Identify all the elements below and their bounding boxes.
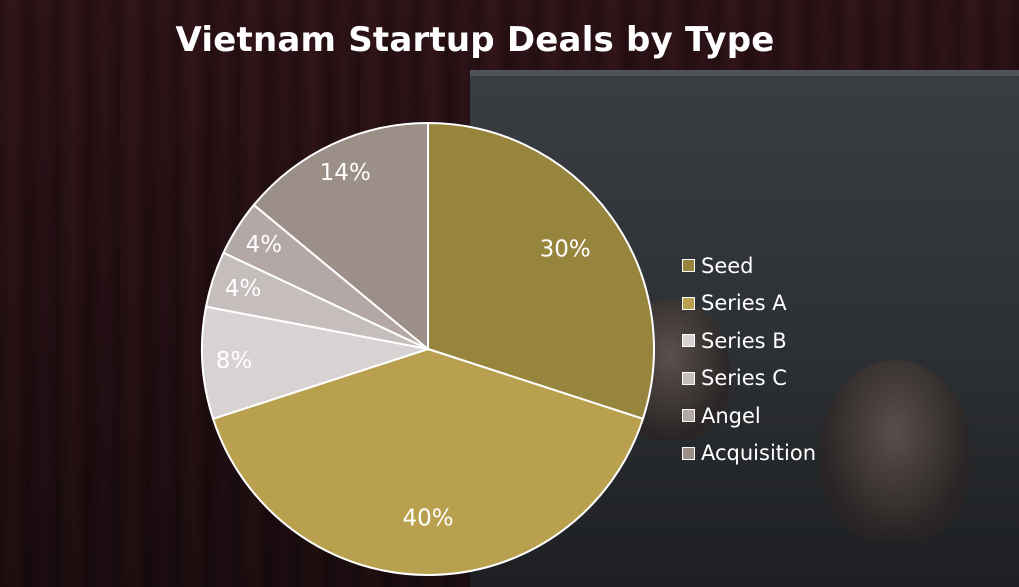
legend-label: Angel — [701, 403, 761, 428]
legend-item-series-b: Series B — [682, 322, 816, 360]
pie-label-series-b: 8% — [216, 348, 253, 374]
legend-label: Series C — [701, 366, 787, 391]
legend-swatch — [682, 409, 695, 423]
legend-label: Acquisition — [701, 441, 817, 466]
pie-slice-seed — [427, 121, 655, 421]
legend-item-acquisition: Acquisition — [682, 435, 816, 473]
legend-label: Series A — [701, 291, 787, 316]
legend-item-seed: Seed — [682, 247, 816, 285]
audience-person-right — [820, 360, 970, 540]
pie-slice-series-b — [201, 305, 429, 421]
chart-title: Vietnam Startup Deals by Type — [175, 20, 775, 60]
pie-label-acquisition: 14% — [320, 160, 371, 186]
legend-swatch — [682, 446, 695, 460]
legend-label: Series B — [701, 328, 787, 353]
legend-swatch — [682, 371, 695, 385]
legend-swatch — [682, 334, 695, 348]
legend-swatch — [682, 259, 695, 273]
legend-swatch — [682, 296, 695, 310]
pie-label-seed: 30% — [540, 236, 591, 262]
pie-label-series-a: 40% — [402, 506, 453, 532]
pie-slice-acquisition — [252, 121, 429, 352]
pie-slice-series-a — [211, 347, 645, 577]
legend-item-series-a: Series A — [682, 285, 816, 323]
legend-item-series-c: Series C — [682, 360, 816, 398]
pie-label-angel: 4% — [246, 232, 283, 258]
legend-label: Seed — [701, 253, 754, 278]
pie-labels: 30% 40% 8% 4% 4% 14% — [216, 160, 591, 531]
projection-screen-frame — [470, 70, 1019, 76]
pie-label-series-c: 4% — [225, 276, 262, 302]
legend-item-angel: Angel — [682, 397, 816, 435]
pie-slices — [201, 121, 655, 577]
chart-legend: Seed Series A Series B Series C Angel Acquisi… — [682, 247, 816, 472]
